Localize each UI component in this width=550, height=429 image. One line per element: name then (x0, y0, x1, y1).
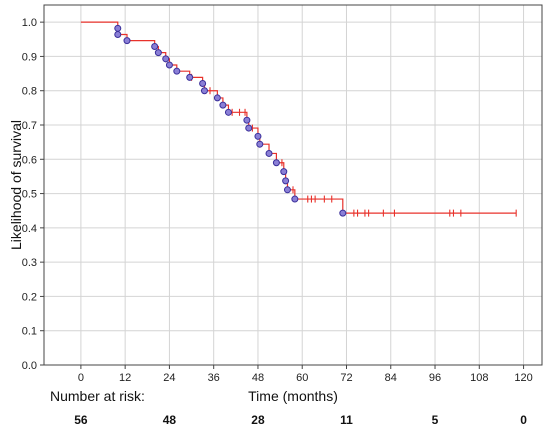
risk-table-label: Number at risk: (50, 388, 145, 404)
x-tick-label: 120 (514, 372, 532, 384)
y-tick-label: 0.1 (22, 326, 37, 338)
x-axis-title: Time (months) (248, 388, 338, 404)
y-tick-label: 1.0 (22, 17, 37, 29)
event-marker (283, 186, 291, 194)
x-tick-label: 48 (252, 372, 264, 384)
x-tick-label: 36 (208, 372, 220, 384)
event-marker (256, 140, 264, 148)
grid (44, 5, 542, 366)
x-tick-label: 96 (429, 372, 441, 384)
event-marker (291, 195, 299, 203)
event-marker (186, 73, 194, 81)
survival-curve (80, 21, 517, 214)
event-marker (123, 37, 131, 45)
y-tick-label: 0.8 (22, 86, 37, 98)
event-marker (114, 24, 122, 32)
y-tick-label: 0.5 (22, 189, 37, 201)
risk-count: 5 (432, 413, 439, 427)
y-axis: 0.0 0.1 0.2 0.3 0.4 0.5 0.6 0.7 0.8 0.9 1.0 (22, 17, 44, 372)
x-tick-label: 84 (385, 372, 397, 384)
event-marker (254, 132, 262, 140)
event-markers (114, 24, 347, 217)
event-marker (114, 30, 122, 38)
event-marker (243, 116, 251, 124)
y-tick-label: 0.9 (22, 51, 37, 63)
event-marker (272, 159, 280, 167)
y-tick-label: 0.2 (22, 291, 37, 303)
event-marker (199, 80, 207, 88)
y-tick-label: 0.3 (22, 257, 37, 269)
event-marker (245, 124, 253, 132)
event-marker (280, 168, 288, 176)
event-marker (224, 108, 232, 116)
event-marker (339, 209, 347, 217)
y-axis-title: Likelihood of survival (8, 120, 24, 250)
event-marker (219, 101, 227, 109)
y-tick-label: 0.6 (22, 154, 37, 166)
risk-count: 11 (340, 413, 353, 427)
x-tick-label: 0 (78, 372, 84, 384)
x-tick-label: 72 (340, 372, 352, 384)
censor-marks (165, 55, 517, 217)
risk-count: 28 (251, 413, 265, 427)
x-tick-label: 24 (163, 372, 175, 384)
y-tick-label: 0.0 (22, 360, 37, 372)
event-marker (213, 94, 221, 102)
plot-frame (43, 4, 543, 366)
risk-count: 0 (520, 413, 527, 427)
event-marker (165, 61, 173, 69)
y-tick-label: 0.4 (22, 223, 37, 235)
risk-table: 56 48 28 11 5 0 (74, 413, 527, 427)
event-marker (282, 177, 290, 185)
risk-count: 48 (163, 413, 177, 427)
y-tick-label: 0.7 (22, 120, 37, 132)
x-tick-label: 12 (119, 372, 131, 384)
event-marker (154, 49, 162, 57)
x-axis: 0 12 24 36 48 60 72 84 96 108 120 (78, 365, 533, 384)
x-tick-label: 60 (296, 372, 308, 384)
risk-count: 56 (74, 413, 88, 427)
event-marker (162, 55, 170, 63)
x-tick-label: 108 (470, 372, 488, 384)
event-marker (265, 149, 273, 157)
event-marker (151, 42, 159, 50)
event-marker (200, 87, 208, 95)
event-marker (173, 67, 181, 75)
